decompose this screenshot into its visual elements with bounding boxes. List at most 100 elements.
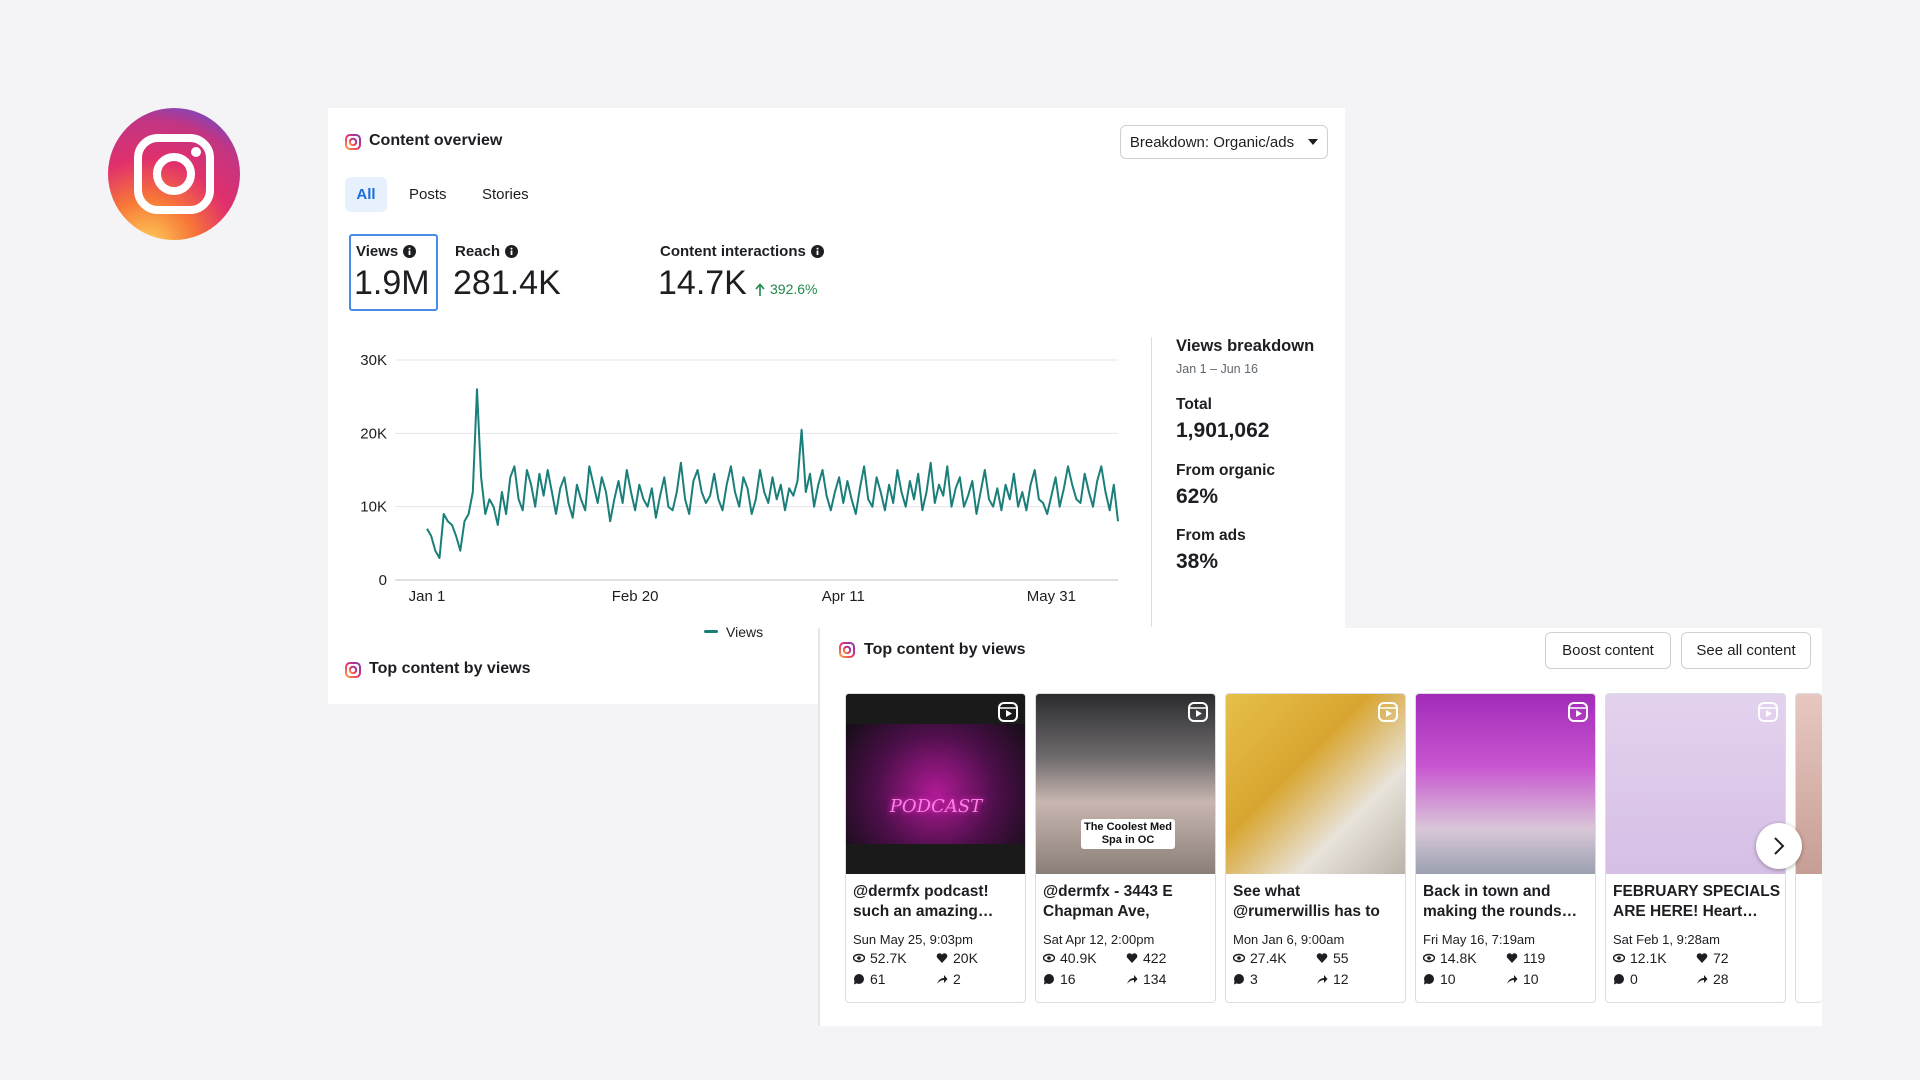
- stat-icon: [1234, 974, 1244, 985]
- y-tick-label: 0: [379, 572, 387, 589]
- info-bar: [816, 250, 819, 255]
- stat-icon: [1506, 953, 1518, 963]
- caption: @dermfx - 3443 E Chapman Ave, Orang…: [1043, 883, 1173, 920]
- stat: 422: [1126, 950, 1166, 966]
- reel-frame: [1378, 702, 1398, 722]
- stat-value: 52.7K: [870, 950, 907, 966]
- bubble: [1234, 974, 1244, 984]
- content-card[interactable]: See what @rumerwillis has to say about h…: [1225, 693, 1406, 1003]
- stat: 55: [1316, 950, 1349, 966]
- stat-value: 2: [953, 971, 961, 987]
- post-date: Sat Feb 1, 9:28am: [1613, 932, 1720, 947]
- content-card[interactable]: Back in town and making the rounds… Fri M…: [1415, 693, 1596, 1003]
- stat: 12.1K: [1613, 950, 1667, 966]
- breakdown-title: Views breakdown: [1176, 337, 1315, 355]
- info-icon: [505, 245, 519, 258]
- stat-icon: [1316, 953, 1328, 963]
- caret: [1308, 139, 1319, 145]
- info-icon: [810, 245, 824, 258]
- bubble-tail: [1234, 981, 1238, 985]
- tab[interactable]: All: [356, 186, 376, 203]
- stat: 40.9K: [1043, 950, 1097, 966]
- eye: [853, 953, 865, 963]
- metric-value: 1.9M: [354, 264, 430, 302]
- tab[interactable]: Posts: [409, 186, 447, 203]
- stat-value: 40.9K: [1060, 950, 1097, 966]
- breakdown-label: From organic: [1176, 461, 1276, 479]
- reel-play: [1196, 710, 1202, 717]
- reel-play: [1766, 710, 1772, 717]
- stat-icon: [1126, 953, 1138, 963]
- stat: 61: [853, 971, 886, 987]
- metric-selected-box[interactable]: [349, 234, 438, 311]
- thumb-text: PODCAST: [889, 796, 983, 817]
- breakdown-value: 38%: [1176, 550, 1219, 573]
- stat-icon: [1317, 975, 1328, 984]
- metric-label-text: Content interactions: [660, 243, 806, 260]
- bubble: [1424, 974, 1434, 984]
- post-date: Mon Jan 6, 9:00am: [1233, 932, 1345, 947]
- stat-icon: [854, 974, 864, 985]
- breakdown-value: 1,901,062: [1176, 419, 1270, 442]
- next-arrow[interactable]: [1756, 823, 1802, 869]
- eye: [1043, 953, 1055, 963]
- stat: 20K: [936, 950, 978, 966]
- heart: [1126, 953, 1138, 963]
- reel-frame: [1758, 702, 1778, 722]
- stat: 16: [1043, 971, 1076, 987]
- stat-icon: [1697, 975, 1708, 984]
- arrow-path: [755, 282, 765, 296]
- stat-icon: [1613, 953, 1625, 963]
- stat-value: 12.1K: [1630, 950, 1667, 966]
- breakdown-dropdown[interactable]: Breakdown: Organic/ads: [1120, 125, 1328, 159]
- boost-button[interactable]: Boost content: [1545, 632, 1671, 669]
- stat: 28: [1696, 971, 1729, 987]
- change-text: 392.6%: [770, 281, 818, 297]
- thumb-text: The Coolest Med Spa in OC: [1081, 819, 1175, 849]
- stat-value: 72: [1713, 950, 1729, 966]
- stat-icon: [1043, 953, 1055, 963]
- post-date: Sat Apr 12, 2:00pm: [1043, 932, 1155, 947]
- share-arrow: [937, 975, 948, 984]
- stat-value: 20K: [953, 950, 978, 966]
- stat: 72: [1696, 950, 1729, 966]
- info-bar: [408, 250, 411, 255]
- info-dot: [816, 247, 819, 250]
- reel-icon: [1758, 702, 1778, 722]
- stat-icon: [937, 975, 948, 984]
- info-icon: [403, 245, 417, 258]
- breakdown-label: From ads: [1176, 527, 1246, 544]
- panel-title: Content overview: [369, 132, 503, 149]
- stat-value: 14.8K: [1440, 950, 1477, 966]
- stat-icon: [1696, 953, 1708, 963]
- reel-icon: [1568, 702, 1588, 722]
- reel-icon: [1378, 702, 1398, 722]
- metric-label: Reach: [455, 243, 519, 260]
- reel-frame: [1188, 702, 1208, 722]
- thumbnail: [1226, 694, 1405, 874]
- legend-label: Views: [726, 624, 763, 640]
- pupil: [1047, 956, 1051, 960]
- stat-value: 119: [1523, 950, 1546, 966]
- dropdown-label: Breakdown: Organic/ads: [1129, 133, 1295, 151]
- y-tick-label: 10K: [360, 499, 387, 516]
- eye: [1233, 953, 1245, 963]
- heart: [936, 953, 948, 963]
- see-all-button[interactable]: See all content: [1681, 632, 1811, 669]
- caption: FEBRUARY SPECIALS ARE HERE! Heart…: [1613, 883, 1781, 920]
- bubble-tail: [854, 981, 858, 985]
- stat-icon: [853, 953, 865, 963]
- content-card[interactable]: The Coolest Med Spa in OC @dermfx - 3443 …: [1035, 693, 1216, 1003]
- legend-swatch: [704, 630, 718, 633]
- chevron: [1774, 837, 1785, 855]
- share-arrow: [1317, 975, 1328, 984]
- stat-value: 3: [1250, 971, 1258, 987]
- section-title: Top content by views: [369, 660, 531, 677]
- stat-value: 28: [1713, 971, 1729, 987]
- content-card[interactable]: FEBRUARY SPECIALS ARE HERE! Heart… Sat Fe…: [1605, 693, 1786, 1003]
- post-date: Fri May 16, 7:19am: [1423, 932, 1535, 947]
- content-card[interactable]: PODCAST @dermfx podcast! such an amazing……: [845, 693, 1026, 1003]
- section-title: Top content by views: [864, 641, 1026, 658]
- tab[interactable]: Stories: [482, 186, 529, 203]
